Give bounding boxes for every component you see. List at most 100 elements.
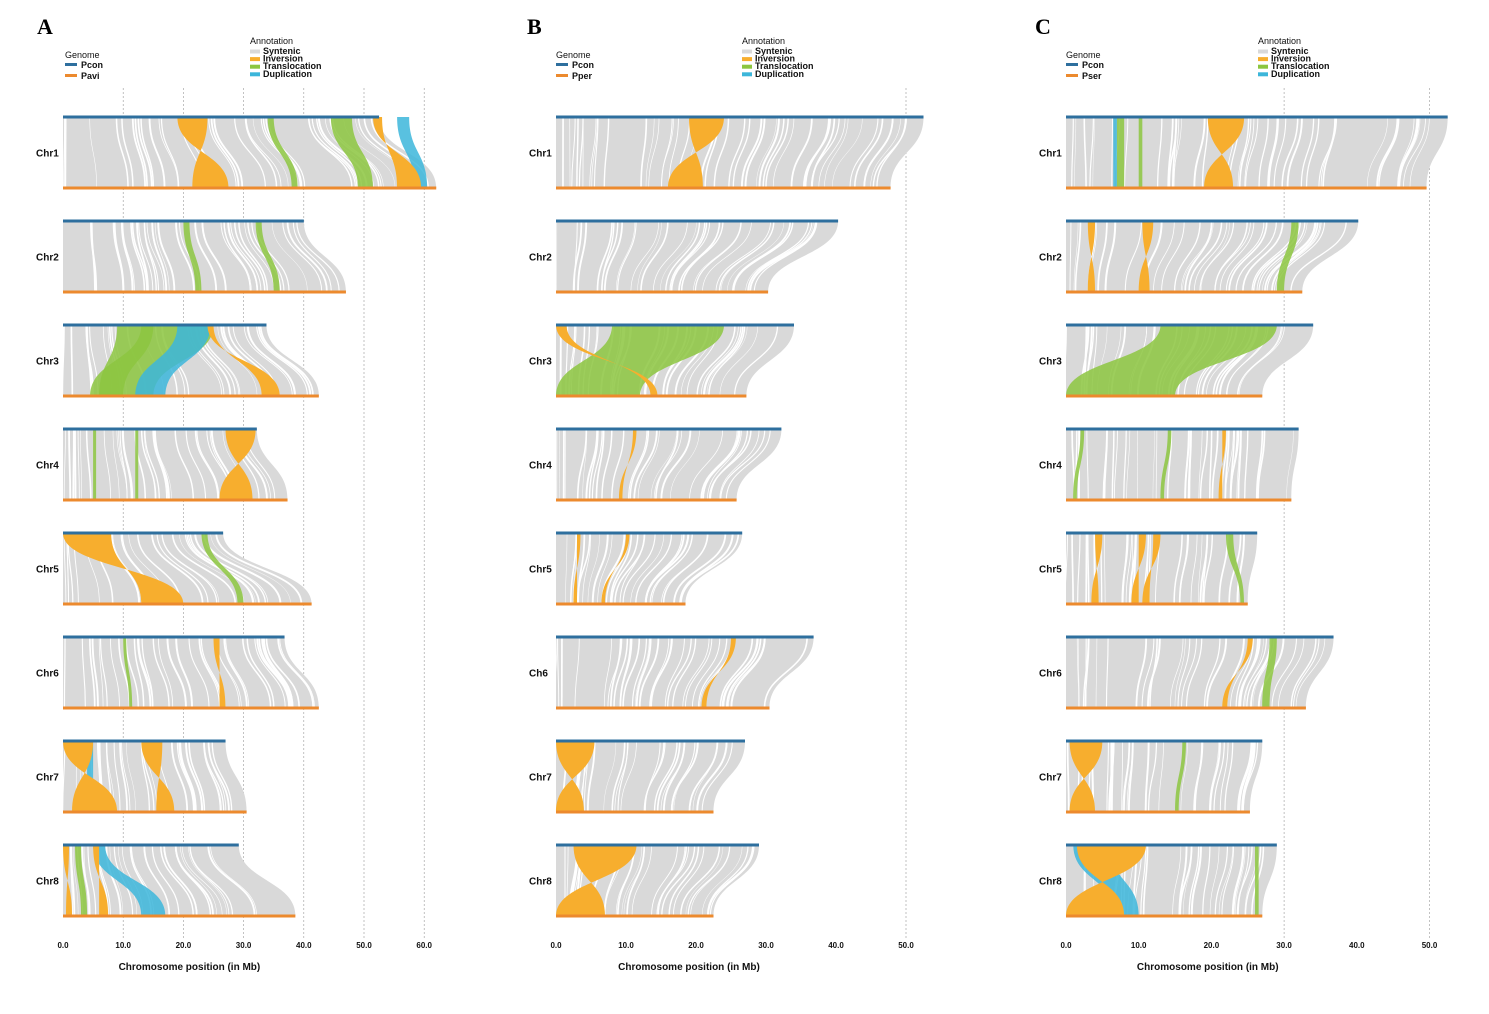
syntenic-gap — [630, 532, 665, 605]
syntenic-gap — [1214, 844, 1229, 917]
syntenic-gap — [1083, 116, 1087, 189]
syntenic-gap — [63, 532, 67, 605]
syntenic-gap — [1074, 220, 1082, 293]
syntenic-gap — [1199, 532, 1209, 605]
syntenic-gap — [1121, 740, 1124, 813]
syntenic-gap — [1228, 220, 1268, 293]
ref-chromosome-bar — [556, 115, 924, 119]
syntenic-gap — [277, 636, 315, 709]
inversion-block — [1138, 221, 1154, 292]
syntenic-gap — [725, 636, 762, 709]
chromosome-label: Chr8 — [1039, 877, 1062, 888]
x-tick-label: 10.0 — [618, 941, 634, 950]
syntenic-gap — [802, 116, 832, 189]
syntenic-gap — [635, 636, 650, 709]
syntenic-gap — [626, 844, 646, 917]
syntenic-gap — [1322, 116, 1337, 189]
syntenic-gap — [243, 324, 293, 397]
chromosome-chr2: Chr2 — [1039, 219, 1359, 294]
syntenic-gap — [1108, 740, 1113, 813]
syntenic-gap — [1123, 428, 1127, 501]
syntenic-gap — [90, 220, 96, 293]
syntenic-gap — [121, 740, 131, 813]
syntenic-gap — [140, 428, 157, 501]
chromosome-chr4: Chr4 — [1039, 427, 1299, 502]
syntenic-gap — [1193, 740, 1204, 813]
syntenic-gap — [282, 220, 323, 293]
syntenic-gap — [88, 636, 96, 709]
translocation-block — [1066, 325, 1277, 396]
syntenic-gap — [1144, 740, 1150, 813]
duplication-block — [135, 325, 211, 396]
syntenic-gap — [700, 324, 739, 397]
syntenic-gap — [181, 844, 223, 917]
syntenic-gap — [1169, 636, 1184, 709]
inversion-block — [93, 845, 109, 916]
syntenic-gap — [609, 532, 633, 605]
query-chromosome-bar — [556, 186, 891, 190]
x-axis-label: Chromosome position (in Mb) — [1137, 962, 1279, 973]
annotation-legend: AnnotationSyntenicInversionTranslocation… — [250, 36, 322, 79]
inversion-block — [573, 533, 581, 604]
annotation-legend-item: Duplication — [263, 69, 312, 79]
panel-letter: A — [37, 14, 53, 39]
syntenic-gap — [1076, 636, 1079, 709]
annotation-legend-title: Annotation — [1258, 36, 1301, 46]
syntenic-gap — [1378, 116, 1400, 189]
syntenic-gap — [872, 116, 908, 189]
syntenic-gap — [1179, 532, 1189, 605]
syntenic-gap — [1166, 428, 1173, 501]
syntenic-gap — [1273, 220, 1322, 293]
syntenic-gap — [1064, 532, 1069, 605]
syntenic-gap — [1281, 116, 1299, 189]
syntenic-gap — [1201, 116, 1209, 189]
chromosome-chr3: Chr3 — [529, 323, 794, 398]
syntenic-gap — [650, 428, 677, 501]
syntenic-gap — [790, 116, 813, 189]
syntenic-gap — [635, 636, 652, 709]
syntenic-gap — [709, 428, 749, 501]
syntenic-gap — [271, 220, 308, 293]
syntenic-gap — [130, 220, 146, 293]
syntenic-gap — [1095, 636, 1098, 709]
syntenic-gap — [119, 740, 128, 813]
syntenic-gap — [1071, 116, 1074, 189]
query-chromosome-bar — [1066, 290, 1303, 294]
syntenic-gap — [1063, 324, 1067, 397]
ref-chromosome-bar — [1066, 427, 1299, 431]
syntenic-gap — [630, 220, 660, 293]
syntenic-gap — [638, 636, 660, 709]
syntenic-gap — [85, 324, 93, 397]
x-tick-label: 20.0 — [1204, 941, 1220, 950]
syntenic-gaps — [1076, 636, 1326, 709]
syntenic-gap — [1236, 428, 1241, 501]
annotation-swatch — [250, 57, 260, 62]
syntenic-gap — [1177, 636, 1191, 709]
syntenic-gap — [574, 636, 580, 709]
syntenic-gap — [1179, 844, 1187, 917]
syntenic-gap — [85, 428, 92, 501]
translocation-block — [1262, 637, 1277, 708]
query-chromosome-bar — [556, 914, 714, 918]
syntenic-gap — [870, 116, 901, 189]
syntenic-gap — [660, 428, 692, 501]
syntenic-gap — [246, 324, 296, 397]
syntenic-gap — [146, 220, 165, 293]
chromosome-label: Chr5 — [529, 565, 552, 576]
inversion-block — [556, 325, 658, 396]
syntenic-gap — [141, 636, 154, 709]
syntenic-gap — [72, 428, 75, 501]
syntenic-gap — [589, 116, 597, 189]
inversion-block — [177, 117, 229, 188]
syntenic-block — [1066, 533, 1258, 604]
ref-chromosome-bar — [63, 739, 226, 743]
syntenic-gap — [125, 636, 139, 709]
syntenic-gap — [1244, 116, 1255, 189]
syntenic-gap — [1200, 220, 1231, 293]
translocation-block — [75, 845, 88, 916]
syntenic-gap — [680, 220, 721, 293]
syntenic-gap — [659, 220, 697, 293]
chromosome-chr6: Chr6 — [36, 635, 319, 710]
syntenic-gap — [99, 636, 108, 709]
syntenic-gap — [1292, 636, 1320, 709]
